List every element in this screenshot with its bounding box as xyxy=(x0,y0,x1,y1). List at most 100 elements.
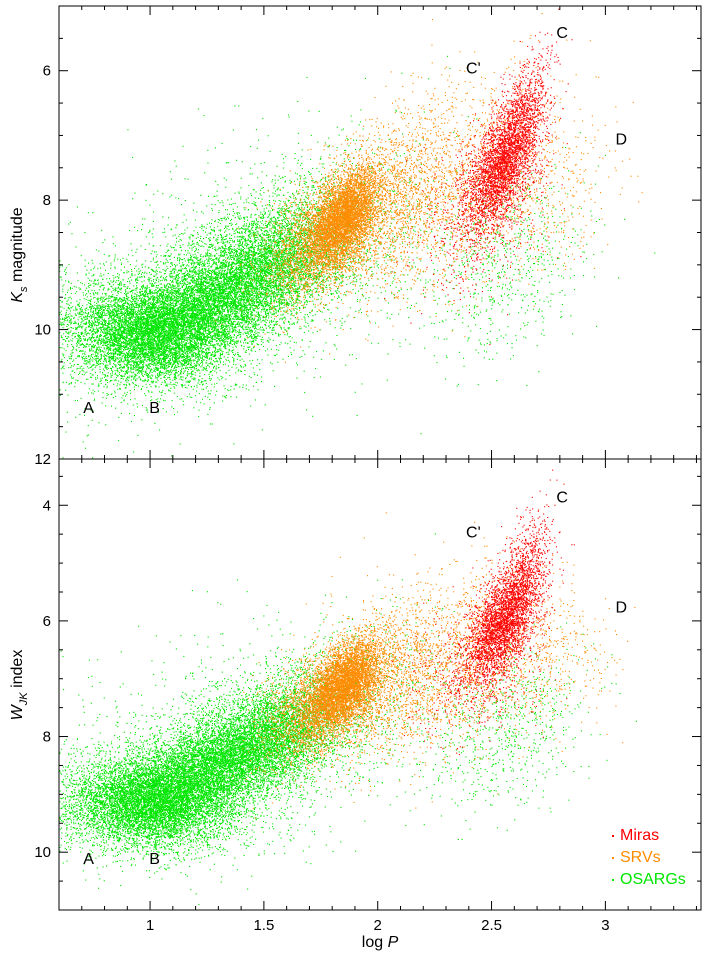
data-point xyxy=(133,317,134,318)
data-point xyxy=(184,365,185,366)
data-point xyxy=(229,346,230,347)
data-point xyxy=(237,359,238,360)
data-point xyxy=(155,290,156,291)
data-point xyxy=(78,323,79,324)
data-point xyxy=(114,391,115,392)
data-point xyxy=(101,335,102,336)
data-point xyxy=(117,301,118,302)
data-point xyxy=(60,322,61,323)
data-point xyxy=(125,364,126,365)
data-point xyxy=(71,283,72,284)
data-point xyxy=(243,384,244,385)
data-point xyxy=(233,358,234,359)
data-point xyxy=(97,319,98,320)
data-point xyxy=(240,365,241,366)
data-point xyxy=(155,354,156,355)
data-point xyxy=(71,293,72,294)
data-point xyxy=(83,370,84,371)
data-point xyxy=(117,304,118,305)
data-point xyxy=(97,378,98,379)
data-point xyxy=(163,348,164,349)
data-point xyxy=(209,374,210,375)
data-point xyxy=(199,376,200,377)
data-point xyxy=(155,347,156,348)
data-point xyxy=(74,321,75,322)
data-point xyxy=(187,334,188,335)
data-point xyxy=(210,390,211,391)
data-point xyxy=(236,336,237,337)
data-point xyxy=(97,284,98,285)
data-point xyxy=(181,343,182,344)
data-point xyxy=(128,347,129,348)
data-point xyxy=(165,287,166,288)
data-point xyxy=(104,341,105,342)
data-point xyxy=(113,277,114,278)
data-point xyxy=(70,310,71,311)
data-point xyxy=(88,283,89,284)
data-point xyxy=(107,365,108,366)
data-point xyxy=(102,300,103,301)
data-point xyxy=(133,366,134,367)
data-point xyxy=(114,339,115,340)
data-point xyxy=(188,325,189,326)
data-point xyxy=(80,308,81,309)
data-point xyxy=(171,406,172,407)
data-point xyxy=(122,361,123,362)
data-point xyxy=(120,309,121,310)
data-point xyxy=(105,323,106,324)
data-point xyxy=(89,285,90,286)
data-point xyxy=(107,395,108,396)
data-point xyxy=(104,299,105,300)
data-point xyxy=(149,321,150,322)
data-point xyxy=(81,340,82,341)
data-point xyxy=(110,320,111,321)
data-point xyxy=(216,391,217,392)
data-point xyxy=(104,356,105,357)
data-point xyxy=(219,308,220,309)
data-point xyxy=(228,390,229,391)
data-point xyxy=(103,290,104,291)
data-point xyxy=(160,366,161,367)
data-point xyxy=(92,326,93,327)
data-point xyxy=(108,312,109,313)
data-point xyxy=(202,370,203,371)
data-point xyxy=(216,372,217,373)
data-point xyxy=(124,376,125,377)
data-point xyxy=(63,333,64,334)
data-point xyxy=(137,359,138,360)
data-point xyxy=(81,255,82,256)
data-point xyxy=(159,391,160,392)
data-point xyxy=(102,285,103,286)
data-point xyxy=(76,291,77,292)
data-point xyxy=(220,356,221,357)
data-point xyxy=(86,270,87,271)
data-point xyxy=(143,371,144,372)
data-point xyxy=(170,388,171,389)
data-point xyxy=(213,339,214,340)
data-point xyxy=(102,307,103,308)
data-point xyxy=(193,352,194,353)
data-point xyxy=(160,307,161,308)
data-point xyxy=(94,266,95,267)
data-point xyxy=(220,353,221,354)
data-point xyxy=(102,293,103,294)
data-point xyxy=(146,368,147,369)
data-point xyxy=(177,382,178,383)
data-point xyxy=(113,290,114,291)
data-point xyxy=(190,376,191,377)
data-point xyxy=(128,307,129,308)
data-point xyxy=(187,337,188,338)
data-point xyxy=(186,349,187,350)
data-point xyxy=(80,367,81,368)
data-point xyxy=(108,308,109,309)
data-point xyxy=(115,288,116,289)
data-point xyxy=(101,297,102,298)
data-point xyxy=(174,388,175,389)
data-point xyxy=(66,272,67,273)
data-point xyxy=(128,278,129,279)
data-point xyxy=(199,364,200,365)
data-point xyxy=(228,352,229,353)
data-point xyxy=(77,272,78,273)
data-point xyxy=(171,369,172,370)
